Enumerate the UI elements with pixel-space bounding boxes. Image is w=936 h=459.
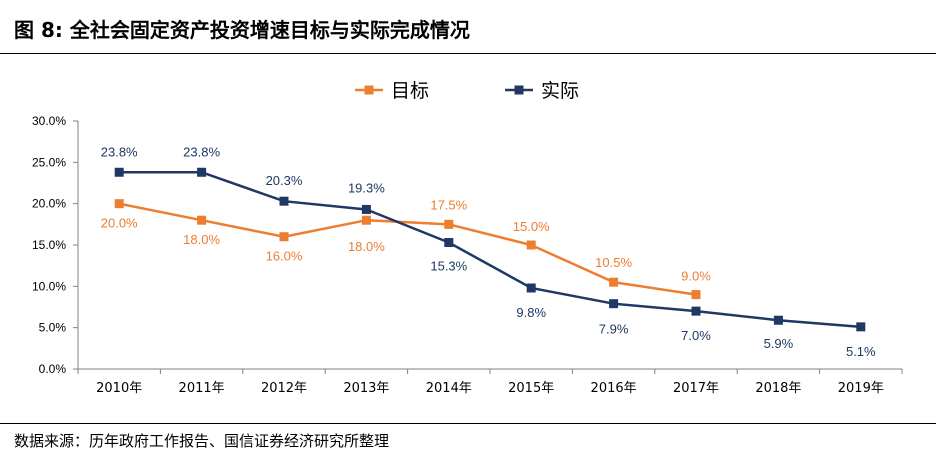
y-tick-label: 30.0% xyxy=(32,114,66,128)
data-point xyxy=(197,215,207,225)
x-tick-label: 2010年 xyxy=(96,381,142,396)
data-label: 23.8% xyxy=(101,144,138,159)
data-label: 15.3% xyxy=(430,259,467,274)
legend-label: 目标 xyxy=(391,80,429,102)
data-label: 18.0% xyxy=(183,232,220,247)
data-label: 19.3% xyxy=(348,180,385,195)
data-label: 20.3% xyxy=(266,173,303,188)
data-point xyxy=(691,290,701,300)
x-tick-label: 2019年 xyxy=(838,381,884,396)
data-label: 5.1% xyxy=(846,344,876,359)
data-label: 20.0% xyxy=(101,216,138,231)
data-label: 23.8% xyxy=(183,144,220,159)
series-actual: 23.8% 23.8% 20.3% 19.3% 15.3% 9.8% 7.9% 7.0% 5.9… xyxy=(101,144,876,359)
x-tick-label: 2016年 xyxy=(591,381,637,396)
data-label: 18.0% xyxy=(348,239,385,254)
data-point xyxy=(444,219,454,229)
source-note: 数据来源：历年政府工作报告、国信证券经济研究所整理 xyxy=(14,432,390,450)
y-tick-label: 0.0% xyxy=(39,362,67,376)
data-point xyxy=(114,167,124,177)
footer-divider xyxy=(0,423,936,424)
data-label: 10.5% xyxy=(595,255,632,270)
title-divider xyxy=(0,53,936,54)
data-point xyxy=(609,299,619,309)
legend-marker xyxy=(364,85,374,95)
x-tick-label: 2017年 xyxy=(673,381,719,396)
y-tick-label: 20.0% xyxy=(32,197,66,211)
data-point xyxy=(856,322,866,332)
axes: 0.0% 5.0% 10.0% 15.0% 20.0% 25.0% 30.0% 2010年 20… xyxy=(32,114,903,396)
data-label: 17.5% xyxy=(430,197,467,212)
data-point xyxy=(279,196,289,206)
data-label: 16.0% xyxy=(266,249,303,264)
data-point xyxy=(526,240,536,250)
data-point xyxy=(114,199,124,209)
series-line xyxy=(118,202,697,296)
data-label: 9.0% xyxy=(681,269,711,284)
data-point xyxy=(526,283,536,293)
data-point xyxy=(609,277,619,287)
data-point xyxy=(773,315,783,325)
legend: 目标 实际 xyxy=(355,80,579,102)
data-point xyxy=(361,215,371,225)
data-point xyxy=(444,238,454,248)
series-target: 20.0% 18.0% 16.0% 18.0% 17.5% 15.0% 10.5% 9.0% xyxy=(101,197,711,300)
y-tick-label: 10.0% xyxy=(32,279,66,293)
data-point xyxy=(361,204,371,214)
data-label: 15.0% xyxy=(513,219,550,234)
data-label: 5.9% xyxy=(764,336,794,351)
x-tick-label: 2011年 xyxy=(179,381,225,396)
legend-marker xyxy=(514,85,524,95)
figure-title: 图 8: 全社会固定资产投资增速目标与实际完成情况 xyxy=(14,18,470,42)
data-point xyxy=(691,306,701,316)
x-tick-label: 2014年 xyxy=(426,381,472,396)
data-point xyxy=(279,232,289,242)
x-tick-label: 2013年 xyxy=(343,381,389,396)
x-tick-label: 2012年 xyxy=(261,381,307,396)
legend-label: 实际 xyxy=(541,80,579,102)
x-tick-label: 2018年 xyxy=(755,381,801,396)
data-label: 9.8% xyxy=(516,305,546,320)
y-tick-label: 25.0% xyxy=(32,155,66,169)
series-group: 20.0%18.0%16.0%18.0%17.5%15.0%10.5%9.0%2… xyxy=(101,144,876,359)
y-tick-label: 5.0% xyxy=(39,321,67,335)
data-point xyxy=(197,167,207,177)
y-tick-label: 15.0% xyxy=(32,238,66,252)
x-tick-label: 2015年 xyxy=(508,381,554,396)
series-line xyxy=(119,171,861,329)
data-label: 7.0% xyxy=(681,328,711,343)
data-label: 7.9% xyxy=(599,322,629,337)
